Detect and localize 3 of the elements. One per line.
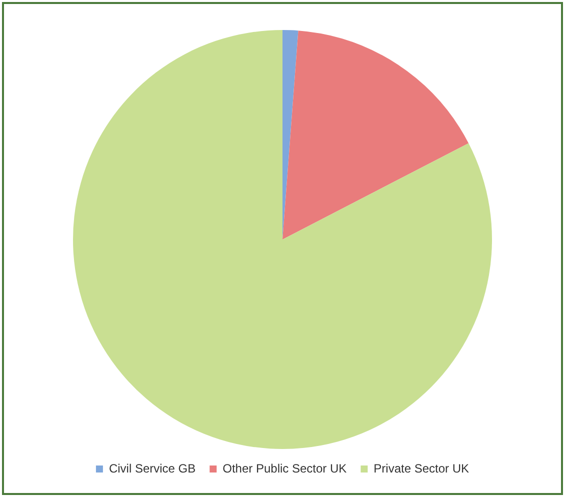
legend-label: Private Sector UK (374, 461, 470, 476)
legend-label: Civil Service GB (108, 461, 196, 476)
legend-label: Other Public Sector UK (222, 461, 347, 476)
